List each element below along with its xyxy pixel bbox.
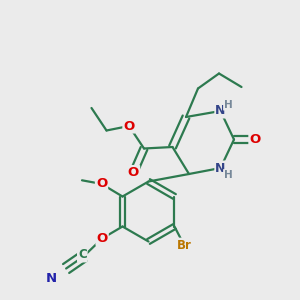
Text: N: N [46,272,57,285]
Text: O: O [123,119,135,133]
Text: O: O [249,133,261,146]
Text: H: H [224,169,232,180]
Text: O: O [96,177,107,190]
Text: H: H [224,100,232,110]
Text: C: C [78,248,87,262]
Text: O: O [128,166,139,179]
Text: N: N [215,161,226,175]
Text: O: O [97,232,108,245]
Text: N: N [215,104,226,118]
Text: Br: Br [177,238,191,252]
